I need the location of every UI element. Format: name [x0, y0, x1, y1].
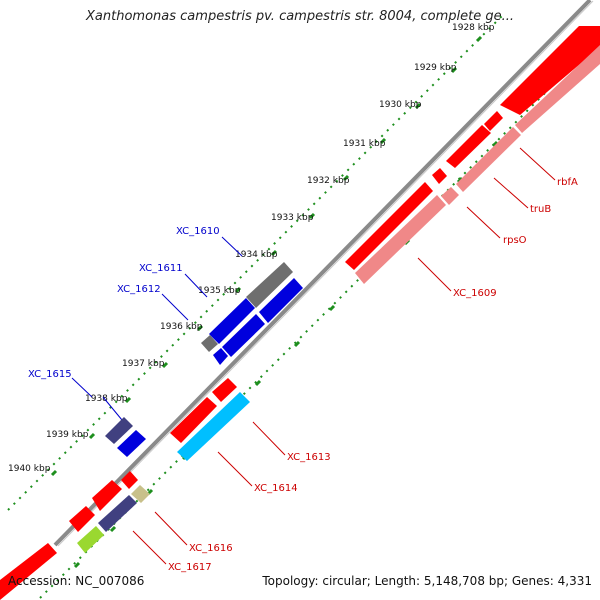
tick-mark: [73, 561, 81, 569]
leader-line: [184, 273, 208, 298]
gene-label-truB[interactable]: truB: [530, 204, 551, 215]
gene-label-XC_1617[interactable]: XC_1617: [168, 562, 212, 573]
gene-arrow[interactable]: [69, 506, 95, 532]
gene-arrow[interactable]: [515, 45, 600, 133]
gene-arrow[interactable]: [77, 526, 104, 553]
tick-mark: [196, 324, 204, 332]
gene-label-XC_1610[interactable]: XC_1610: [176, 226, 220, 237]
gene-arrow[interactable]: [355, 195, 446, 284]
tick-label: 1931 kbp: [343, 139, 386, 149]
tick-mark: [254, 379, 262, 387]
tick-mark: [450, 66, 458, 74]
tick-mark: [414, 102, 422, 110]
gene-label-XC_1615[interactable]: XC_1615: [28, 369, 72, 380]
outer-dotted-guide: [7, 12, 506, 511]
gene-label-XC_1616[interactable]: XC_1616: [189, 543, 233, 554]
tick-label: 1935 kbp: [198, 286, 241, 296]
gene-arrow[interactable]: [222, 314, 265, 357]
lagging-strand: [77, 45, 600, 553]
leader-line: [493, 177, 529, 209]
tick-mark: [234, 286, 242, 294]
tick-label: 1940 kbp: [8, 464, 51, 474]
gene-arrow[interactable]: [105, 417, 133, 444]
gene-arrow[interactable]: [117, 430, 146, 457]
topology-summary: Topology: circular; Length: 5,148,708 bp…: [262, 574, 592, 588]
gene-arrow[interactable]: [345, 182, 433, 270]
backbone-highlight: [57, 0, 594, 547]
tick-label: 1938 kbp: [85, 394, 128, 404]
gene-arrow[interactable]: [201, 335, 218, 352]
gene-arrow[interactable]: [484, 111, 503, 131]
gene-label-rbfA[interactable]: rbfA: [557, 177, 578, 188]
gene-arrow[interactable]: [131, 485, 150, 503]
tick-label: 1937 kbp: [122, 359, 165, 369]
tick-label: 1939 kbp: [46, 430, 89, 440]
tick-label: 1929 kbp: [414, 63, 457, 73]
tick-mark: [161, 361, 169, 369]
gene-arrow[interactable]: [92, 480, 122, 511]
leader-line: [252, 421, 286, 456]
tick-label: 1936 kbp: [160, 322, 203, 332]
gene-arrow[interactable]: [441, 187, 459, 205]
gene-label-XC_1609[interactable]: XC_1609: [453, 288, 497, 299]
leader-line: [217, 451, 253, 487]
accession-text: Accession: NC_007086: [8, 574, 145, 588]
gene-arrow[interactable]: [259, 278, 303, 323]
tick-mark: [50, 469, 58, 477]
tick-mark: [308, 212, 316, 220]
tick-mark: [491, 140, 499, 148]
tick-mark: [328, 304, 336, 312]
gene-label-rpsO[interactable]: rpsO: [503, 235, 527, 246]
backbone: [53, 0, 592, 547]
gene-arrow[interactable]: [213, 348, 228, 365]
tick-label: 1930 kbp: [379, 100, 422, 110]
tick-mark: [342, 174, 350, 182]
tick-mark: [124, 396, 132, 404]
tick-mark: [270, 249, 278, 257]
tick-mark: [88, 432, 96, 440]
gene-label-XC_1613[interactable]: XC_1613: [287, 452, 331, 463]
gene-arrow[interactable]: [246, 262, 293, 308]
gene-arrow[interactable]: [456, 127, 521, 192]
tick-mark: [379, 137, 387, 145]
leader-line: [132, 530, 167, 565]
gene-arrow[interactable]: [0, 543, 57, 600]
gene-arrow[interactable]: [500, 26, 600, 115]
gene-arrow[interactable]: [170, 397, 217, 443]
leader-line: [71, 377, 93, 398]
tick-mark: [475, 35, 483, 43]
gene-arrow[interactable]: [446, 125, 491, 168]
gene-label-XC_1612[interactable]: XC_1612: [117, 284, 161, 295]
gene-arrow[interactable]: [209, 298, 255, 344]
leading-strand: [0, 26, 600, 600]
leader-line: [102, 396, 123, 421]
leader-line: [161, 293, 189, 321]
gene-arrow[interactable]: [98, 495, 137, 532]
leader-line: [154, 511, 188, 546]
gene-label-XC_1614[interactable]: XC_1614: [254, 483, 298, 494]
leader-line: [417, 257, 452, 292]
leader-line: [466, 206, 501, 239]
gene-arrow[interactable]: [432, 168, 447, 184]
tick-label: 1928 kbp: [452, 23, 495, 33]
tick-label: 1932 kbp: [307, 176, 350, 186]
gene-arrow[interactable]: [177, 392, 250, 461]
tick-label: 1933 kbp: [271, 213, 314, 223]
leader-line: [519, 147, 556, 181]
map-title: Xanthomonas campestris pv. campestris st…: [86, 9, 514, 24]
tick-mark: [293, 340, 301, 348]
gene-label-XC_1611[interactable]: XC_1611: [139, 263, 183, 274]
tick-label: 1934 kbp: [235, 250, 278, 260]
leader-line: [221, 236, 243, 257]
tick-mark: [109, 525, 117, 533]
gene-arrow[interactable]: [121, 471, 138, 489]
gene-arrow[interactable]: [212, 378, 237, 402]
